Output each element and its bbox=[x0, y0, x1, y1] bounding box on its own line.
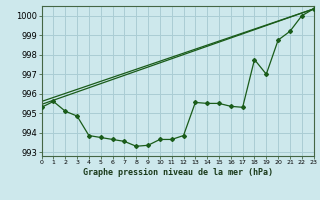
X-axis label: Graphe pression niveau de la mer (hPa): Graphe pression niveau de la mer (hPa) bbox=[83, 168, 273, 177]
